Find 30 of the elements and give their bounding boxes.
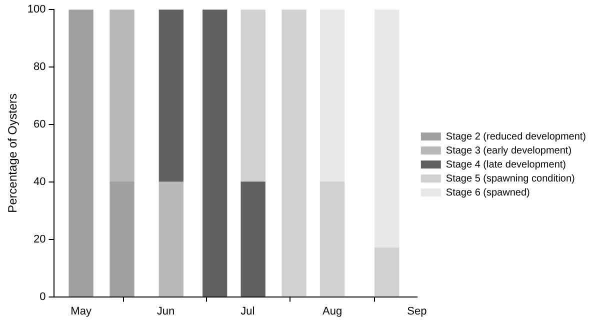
x-tick-label: May xyxy=(70,305,92,318)
x-tick-label: Jun xyxy=(156,305,175,318)
bar xyxy=(158,182,184,297)
bar xyxy=(240,10,266,182)
bar xyxy=(320,10,345,182)
bar xyxy=(68,10,94,297)
y-tick-label: 20 xyxy=(34,233,46,246)
x-tick-label: Aug xyxy=(322,305,342,318)
bar xyxy=(320,182,345,297)
x-tick-label: Jul xyxy=(240,305,255,318)
bar xyxy=(110,182,134,297)
legend-label: Stage 6 (spawned) xyxy=(446,187,530,198)
bar xyxy=(240,182,266,297)
legend-label: Stage 2 (reduced development) xyxy=(446,131,586,142)
legend-label: Stage 3 (early development) xyxy=(446,145,572,156)
y-tick-label: 40 xyxy=(34,176,46,188)
y-tick-label: 80 xyxy=(34,61,46,74)
legend-label: Stage 4 (late development) xyxy=(446,159,566,170)
y-tick-label: 100 xyxy=(27,4,46,16)
bar xyxy=(110,10,134,182)
legend-label: Stage 5 (spawning condition) xyxy=(446,173,575,184)
x-tick-label: Sep xyxy=(407,305,427,318)
y-tick-label: 60 xyxy=(34,118,46,131)
bar xyxy=(282,10,306,297)
bar xyxy=(374,248,400,297)
bar xyxy=(158,10,184,182)
y-tick-label: 0 xyxy=(40,290,46,303)
y-axis-title: Percentage of Oysters xyxy=(6,94,20,213)
bar xyxy=(202,10,228,297)
bar xyxy=(374,10,400,248)
